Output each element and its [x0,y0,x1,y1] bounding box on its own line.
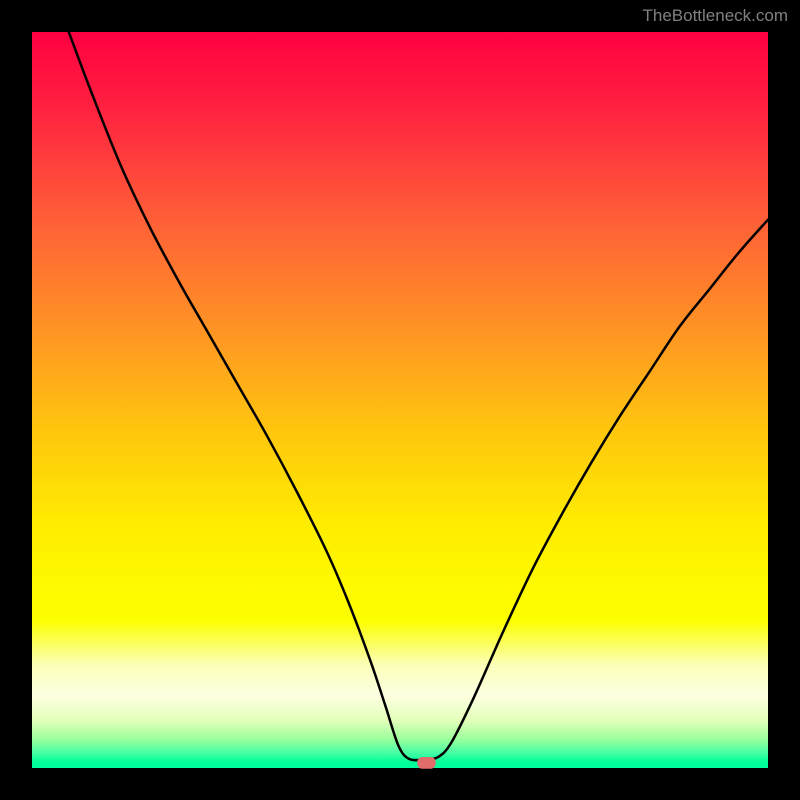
source-watermark: TheBottleneck.com [642,6,788,26]
chart-frame: { "meta": { "width_px": 800, "height_px"… [0,0,800,800]
curve-layer [32,32,768,768]
plot-area [32,32,768,768]
bottleneck-curve [69,32,768,760]
bottleneck-marker [417,757,435,769]
